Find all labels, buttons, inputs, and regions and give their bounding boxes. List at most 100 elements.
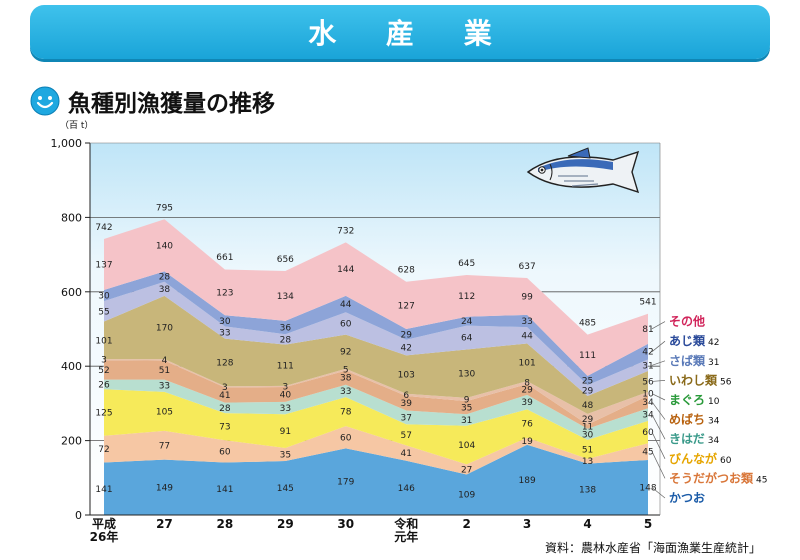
- data-label: 144: [337, 265, 354, 275]
- area-3: [104, 389, 648, 465]
- y-tick-label: 1,000: [51, 137, 83, 150]
- area-7: [104, 295, 648, 414]
- legend-entry: まぐろ 10: [669, 393, 720, 407]
- chart-subtitle: 魚種別漁獲量の推移: [68, 91, 275, 117]
- data-label: 28: [159, 273, 171, 283]
- data-label: 37: [400, 413, 411, 423]
- data-label: 4: [162, 356, 168, 366]
- data-label: 35: [461, 404, 472, 414]
- data-label: 111: [579, 351, 596, 361]
- total-label: 485: [579, 319, 596, 329]
- legend-entry: いわし類 56: [669, 372, 732, 387]
- data-label: 55: [98, 307, 109, 317]
- x-tick-label: 3: [523, 517, 531, 531]
- data-label: 26: [98, 380, 110, 390]
- data-label: 34: [642, 398, 654, 408]
- data-label: 56: [642, 377, 654, 387]
- legend-entry: そうだがつお類 45: [669, 470, 767, 485]
- data-label: 33: [159, 382, 170, 392]
- data-label: 77: [159, 441, 170, 451]
- data-label: 78: [340, 408, 352, 418]
- data-label: 29: [521, 385, 533, 395]
- y-tick-label: 400: [61, 360, 82, 373]
- data-label: 19: [521, 437, 533, 447]
- data-label: 179: [337, 478, 354, 488]
- total-label: 628: [398, 265, 415, 275]
- data-label: 33: [521, 317, 532, 327]
- x-tick-label: 2: [462, 517, 470, 531]
- area-10: [104, 219, 648, 376]
- data-label: 3: [282, 382, 288, 392]
- data-label: 64: [461, 334, 473, 344]
- total-label: 656: [277, 255, 294, 265]
- data-label: 127: [398, 301, 415, 311]
- data-label: 60: [219, 447, 231, 457]
- area-9: [104, 271, 648, 386]
- data-label: 51: [159, 366, 170, 376]
- y-tick-label: 0: [75, 509, 82, 522]
- source-note: 資料：農林水産省「海面漁業生産統計」: [545, 541, 762, 555]
- x-tick-label: 29: [277, 517, 294, 531]
- y-unit-label: （百 t）: [60, 120, 93, 131]
- data-label: 35: [280, 451, 291, 461]
- data-label: 137: [95, 260, 112, 270]
- total-label: 541: [639, 298, 656, 308]
- data-label: 9: [464, 395, 470, 405]
- total-labels: 742 795 661 656 732 628 645 637 485 541: [95, 203, 656, 328]
- data-label: 28: [280, 335, 292, 345]
- data-label: 27: [461, 465, 472, 475]
- legend-entry: さば類 31: [669, 353, 719, 368]
- area-4: [104, 379, 648, 440]
- data-label: 111: [277, 361, 294, 371]
- data-label: 33: [340, 387, 351, 397]
- data-label: 41: [219, 391, 230, 401]
- data-label: 29: [400, 330, 412, 340]
- total-label: 637: [519, 262, 536, 272]
- data-label: 60: [340, 433, 352, 443]
- axes: [85, 142, 661, 516]
- data-label: 51: [582, 445, 593, 455]
- data-label: 104: [458, 441, 475, 451]
- subtitle-row: 魚種別漁獲量の推移: [30, 84, 275, 118]
- data-label: 103: [398, 371, 415, 381]
- data-label: 60: [340, 319, 352, 329]
- data-label: 125: [95, 409, 112, 419]
- y-tick-label: 200: [61, 435, 82, 448]
- data-label: 128: [216, 358, 233, 368]
- legend-leader: [651, 380, 666, 382]
- y-tick-label: 800: [61, 211, 82, 224]
- data-label: 73: [219, 423, 230, 433]
- data-label: 189: [519, 476, 536, 486]
- total-label: 661: [216, 253, 233, 263]
- data-label: 101: [95, 336, 112, 346]
- y-tick-labels: 0 200 400 600 800 1,000: [51, 137, 83, 522]
- legend: かつお そうだがつお類 45 びんなが 60 きはだ 34 めばち 34 まぐろ 10 いわし類 56 さ…: [651, 314, 767, 505]
- data-label: 52: [98, 366, 109, 376]
- data-label: 24: [461, 317, 473, 327]
- data-label: 8: [524, 379, 530, 389]
- data-label: 33: [280, 404, 291, 414]
- y-tick-label: 600: [61, 286, 82, 299]
- data-label: 141: [216, 485, 233, 495]
- data-label: 40: [280, 390, 292, 400]
- x-tick-labels: 平成 26年 27 28 29 30 令和元年 2 3 4 5: [90, 516, 653, 544]
- data-label: 31: [642, 361, 653, 371]
- x-tick-label: 5: [644, 517, 652, 531]
- data-label: 33: [219, 329, 230, 339]
- legend-leader: [651, 431, 666, 459]
- legend-entry: あじ類 42: [669, 333, 719, 348]
- legend-entry: めばち 34: [669, 412, 720, 427]
- x-tick-label: 令和元年: [393, 516, 418, 544]
- area-6: [104, 359, 648, 425]
- data-label: 29: [582, 387, 594, 397]
- data-label: 140: [156, 241, 173, 251]
- area-5: [104, 360, 648, 429]
- data-label: 11: [582, 423, 593, 433]
- data-label: 3: [222, 383, 228, 393]
- data-label: 92: [340, 348, 351, 358]
- legend-entry: びんなが 60: [669, 451, 732, 466]
- data-label: 45: [642, 448, 653, 458]
- legend-entry: かつお: [669, 491, 705, 505]
- total-label: 742: [95, 223, 112, 233]
